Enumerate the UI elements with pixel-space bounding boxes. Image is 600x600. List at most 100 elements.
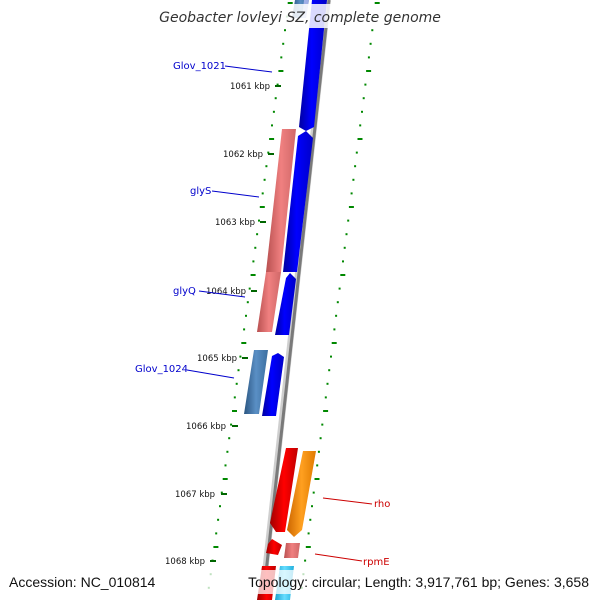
tick-mark xyxy=(307,532,310,535)
tick-mark xyxy=(250,274,256,276)
tick-mark xyxy=(304,559,307,562)
tick-mark xyxy=(345,233,348,236)
genome-backbone xyxy=(259,0,331,600)
gene-label-glyq[interactable]: glyQ xyxy=(173,286,246,298)
tick-mark xyxy=(312,491,315,494)
tick-mark xyxy=(261,192,264,195)
feature-cds-rpme[interactable] xyxy=(284,543,300,558)
tick-mark xyxy=(369,42,372,45)
feature-cds-glyq-reverse[interactable] xyxy=(257,272,281,332)
tick-mark xyxy=(237,369,240,372)
feature-cds-glyq[interactable] xyxy=(275,273,296,335)
tick-mark xyxy=(354,165,357,168)
tick-mark xyxy=(330,355,332,358)
tick-mark xyxy=(347,219,350,222)
tick-mark xyxy=(282,42,285,45)
tick-mark xyxy=(232,410,237,412)
gene-label-text: glyS xyxy=(190,186,211,197)
tick-mark xyxy=(245,314,247,317)
tick-mark xyxy=(348,206,354,208)
tick-mark xyxy=(265,165,268,168)
map-title: Geobacter lovleyi SZ, complete genome xyxy=(159,4,444,28)
kbp-tick-marks xyxy=(210,85,281,562)
tick-mark xyxy=(219,505,221,508)
kbp-scale: 1061 kbp 1062 kbp 1063 kbp 1064 kbp 1065… xyxy=(165,82,270,567)
tick-mark xyxy=(233,396,236,399)
tick-mark xyxy=(235,382,238,385)
tick-mark xyxy=(371,29,374,32)
feature-cds-orange[interactable] xyxy=(287,451,316,537)
feature-cds-glys-reverse[interactable] xyxy=(266,129,296,272)
tick-mark xyxy=(321,423,324,426)
tick-mark xyxy=(230,423,233,426)
tick-mark xyxy=(336,301,339,304)
accession-text: Accession: NC_010814 xyxy=(9,574,156,590)
feature-cds-rpme-left[interactable] xyxy=(266,539,282,555)
gene-label-text: Glov_1021 xyxy=(173,61,226,72)
tick-mark xyxy=(276,83,279,86)
gene-label-text: glyQ xyxy=(173,286,196,297)
kbp-label: 1065 kbp xyxy=(197,354,237,364)
gene-label-text: Glov_1024 xyxy=(135,364,188,375)
gene-label-text: rpmE xyxy=(363,557,390,568)
feature-cds-glov-1021[interactable] xyxy=(299,0,327,131)
tick-mark xyxy=(258,219,260,222)
tick-mark xyxy=(316,464,319,467)
tick-mark xyxy=(309,518,312,521)
kbp-label: 1064 kbp xyxy=(206,287,246,297)
tick-mark xyxy=(246,301,249,304)
gene-label-glov-1021[interactable]: Glov_1021 xyxy=(173,61,273,73)
tick-mark xyxy=(259,206,265,208)
tick-mark xyxy=(355,151,358,154)
tick-mark xyxy=(323,410,329,412)
tick-mark xyxy=(340,274,346,276)
tick-mark xyxy=(352,178,355,181)
feature-cds-rho[interactable] xyxy=(270,448,298,532)
tick-mark xyxy=(248,287,251,290)
gene-label-rpme[interactable]: rpmE xyxy=(314,553,390,568)
tick-mark xyxy=(274,97,277,100)
tick-mark xyxy=(324,396,327,399)
tick-mark xyxy=(278,70,284,72)
tick-mark xyxy=(287,2,293,4)
kbp-label: 1067 kbp xyxy=(175,490,215,500)
tick-mark xyxy=(357,138,363,140)
tick-mark xyxy=(220,491,223,494)
tick-mark xyxy=(269,138,275,140)
tick-mark xyxy=(311,505,313,508)
tick-mark xyxy=(350,192,353,195)
tick-mark xyxy=(224,464,227,467)
tick-mark xyxy=(342,260,344,263)
gene-label-glys[interactable]: glyS xyxy=(190,186,260,198)
tick-mark xyxy=(254,246,257,249)
tick-mark xyxy=(366,70,372,72)
kbp-label: 1066 kbp xyxy=(186,422,226,432)
kbp-label: 1062 kbp xyxy=(223,150,263,160)
tick-mark xyxy=(284,29,286,32)
feature-cds-glov-1024[interactable] xyxy=(262,353,284,416)
gene-label-glov-1024[interactable]: Glov_1024 xyxy=(135,364,235,379)
feature-cds-glys[interactable] xyxy=(283,131,313,272)
tick-mark xyxy=(359,124,362,127)
tick-mark xyxy=(213,546,219,548)
tick-mark xyxy=(256,233,259,236)
tick-mark xyxy=(272,110,275,113)
tick-mark xyxy=(241,342,247,344)
tick-mark xyxy=(364,83,367,86)
tick-mark xyxy=(243,328,246,331)
tick-mark xyxy=(338,287,341,290)
tick-mark xyxy=(280,56,283,59)
tick-mark xyxy=(222,478,228,480)
tick-mark xyxy=(335,314,338,317)
tick-mark xyxy=(314,478,320,480)
gene-label-rho[interactable]: rho xyxy=(322,497,390,510)
tick-mark xyxy=(331,342,337,344)
kbp-label: 1068 kbp xyxy=(165,557,205,567)
gene-label-text: rho xyxy=(374,499,390,510)
tick-mark xyxy=(326,382,329,385)
tick-mark xyxy=(343,246,346,249)
feature-steel-glov-1024[interactable] xyxy=(244,350,268,414)
tick-mark xyxy=(252,260,255,263)
kbp-label: 1061 kbp xyxy=(230,82,270,92)
